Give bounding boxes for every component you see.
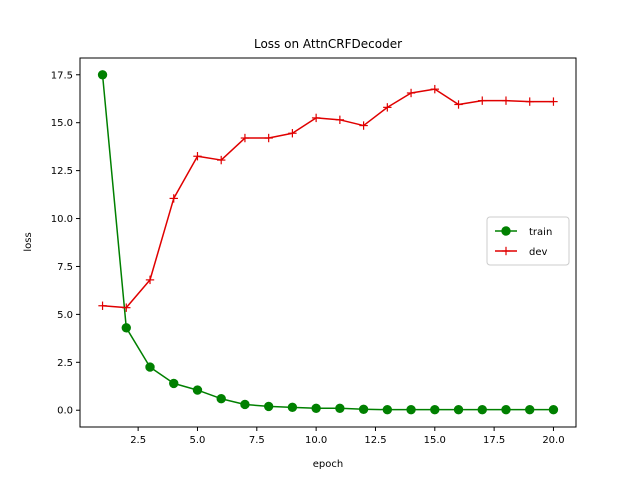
legend-label-train: train — [529, 227, 552, 238]
data-point-dev — [217, 155, 226, 165]
legend-marker-train — [501, 226, 511, 236]
data-point-dev — [264, 133, 273, 143]
x-tick-label: 7.5 — [249, 435, 265, 446]
data-point-dev — [311, 113, 321, 123]
data-point-dev — [288, 129, 297, 138]
data-point-train — [501, 404, 511, 415]
data-point-train — [97, 70, 108, 80]
data-point-dev — [501, 96, 511, 105]
x-tick-label: 5.0 — [190, 435, 206, 446]
y-tick-label: 7.5 — [57, 262, 73, 273]
data-point-dev — [98, 301, 107, 310]
series-dev-line — [102, 88, 554, 309]
chart-title: Loss on AttnCRFDecoder — [254, 37, 402, 51]
data-point-dev — [145, 275, 155, 285]
y-tick-label: 0.0 — [57, 406, 73, 417]
data-point-train — [192, 385, 203, 395]
y-tick-label: 17.5 — [51, 70, 73, 81]
legend: train dev — [486, 216, 570, 266]
data-point-train — [145, 362, 155, 372]
axes-frame — [79, 57, 577, 428]
data-point-dev — [549, 97, 558, 106]
x-tick-label: 17.5 — [483, 435, 505, 446]
x-tick-label: 2.5 — [130, 435, 146, 446]
data-point-train — [240, 399, 250, 410]
data-point-train — [406, 404, 416, 415]
plot-area — [97, 70, 559, 415]
data-point-dev — [454, 100, 463, 109]
data-point-dev — [122, 303, 131, 312]
data-point-train — [287, 402, 298, 413]
data-point-train — [548, 404, 559, 415]
series-train — [97, 70, 559, 415]
y-tick-label: 12.5 — [51, 166, 73, 177]
y-tick-label: 15.0 — [51, 118, 73, 129]
data-point-dev — [193, 152, 202, 161]
data-point-dev — [169, 194, 178, 203]
legend-marker-dev — [501, 246, 511, 256]
x-tick-label: 12.5 — [364, 435, 386, 446]
data-point-train — [169, 378, 179, 389]
data-point-dev — [525, 97, 534, 106]
x-tick-label: 20.0 — [542, 435, 564, 446]
data-point-train — [453, 404, 464, 415]
y-tick-label: 10.0 — [51, 214, 73, 225]
series-dev — [98, 84, 558, 312]
y-tick-label: 5.0 — [57, 310, 73, 321]
data-point-dev — [383, 103, 392, 112]
legend-box — [486, 216, 570, 266]
data-point-dev — [478, 96, 487, 105]
y-axis: 0.0 2.5 5.0 7.5 10.0 12.5 15.0 17.5 — [51, 70, 80, 417]
y-tick-label: 2.5 — [57, 358, 73, 369]
data-point-train — [525, 404, 535, 415]
data-point-train — [121, 323, 131, 333]
x-axis-label: epoch — [313, 459, 343, 470]
data-point-train — [263, 401, 274, 412]
legend-label-dev: dev — [529, 247, 548, 258]
x-axis: 2.5 5.0 7.5 10.0 12.5 15.0 17.5 20.0 — [130, 427, 565, 446]
data-point-train — [430, 404, 440, 415]
data-point-train — [311, 403, 321, 414]
data-point-train — [335, 403, 345, 414]
data-point-dev — [406, 88, 416, 98]
data-point-train — [358, 404, 369, 414]
x-tick-label: 10.0 — [305, 435, 327, 446]
y-axis-label: loss — [23, 232, 34, 251]
data-point-dev — [335, 115, 345, 125]
data-point-train — [382, 404, 393, 415]
data-point-train — [477, 404, 487, 415]
data-point-dev — [240, 133, 250, 143]
data-point-train — [216, 394, 226, 404]
x-tick-label: 15.0 — [424, 435, 446, 446]
data-point-dev — [430, 84, 439, 94]
data-point-dev — [359, 121, 368, 130]
